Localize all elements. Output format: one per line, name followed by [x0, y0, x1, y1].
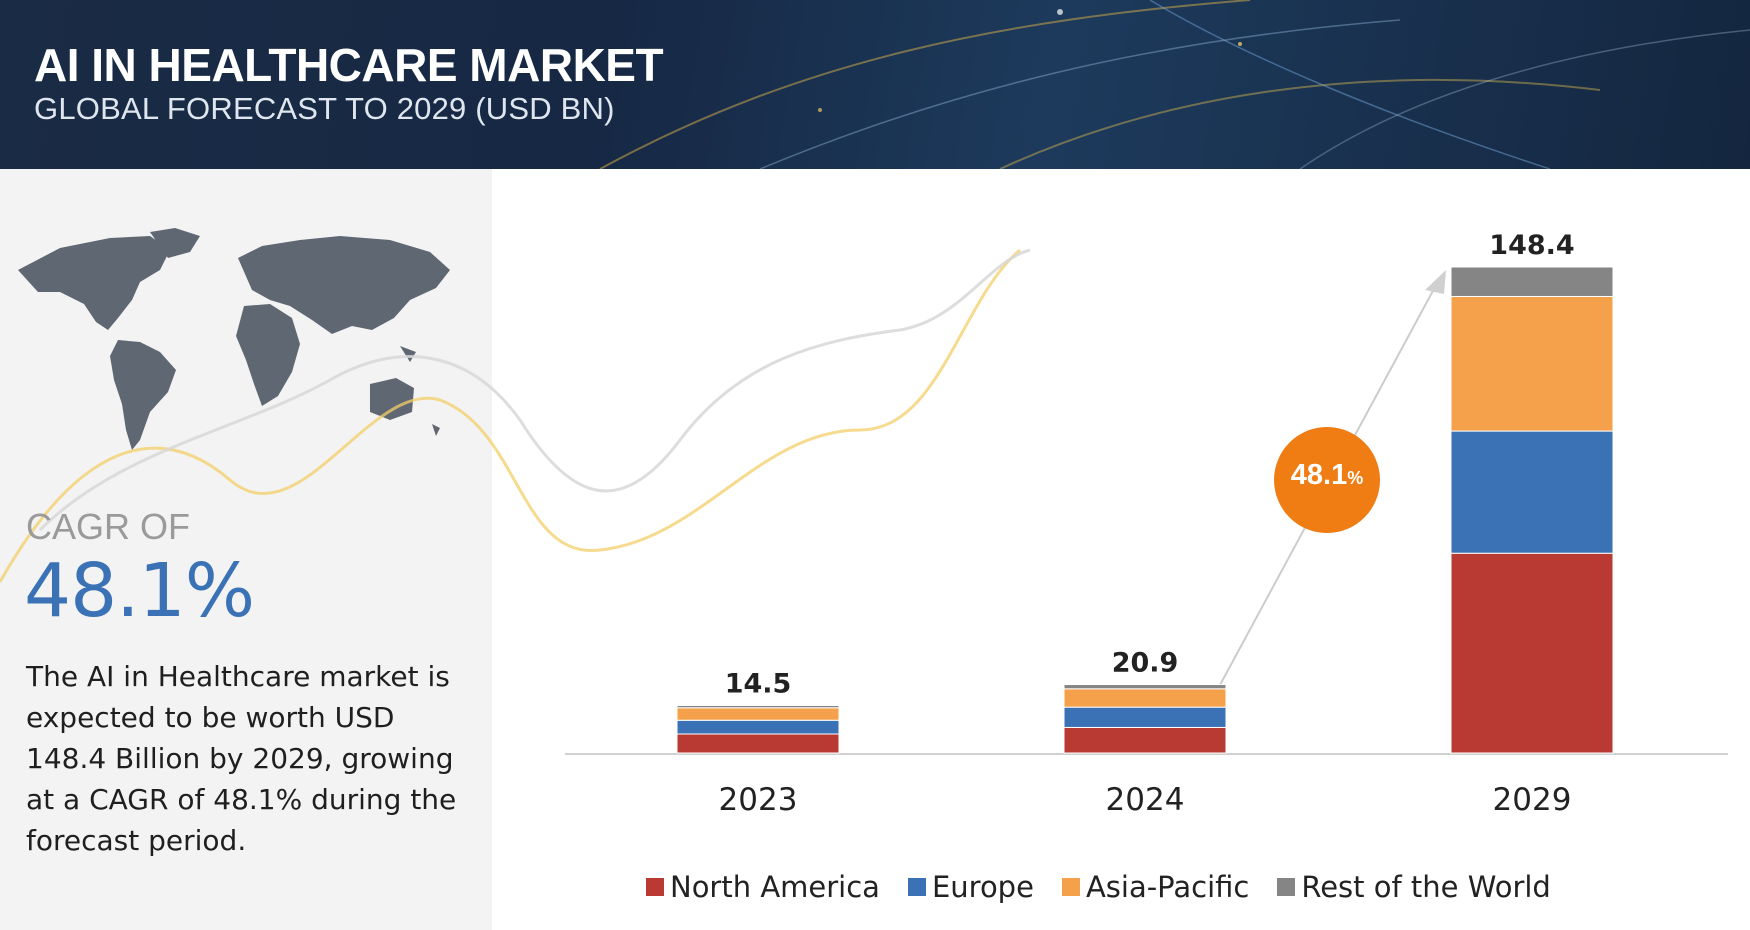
bar-2023-rest-of-the-world — [676, 705, 840, 709]
x-tick-2029: 2029 — [1493, 782, 1572, 818]
bar-2024-asia-pacific — [1063, 688, 1227, 708]
cagr-badge-value: 48.1 — [1291, 459, 1347, 491]
legend-swatch-north-america — [646, 878, 664, 896]
cagr-label: CAGR OF — [26, 506, 191, 547]
legend-item-asia-pacific: Asia-Pacific — [1061, 870, 1250, 904]
cagr-badge — [1274, 427, 1380, 533]
bar-2023-north-america — [676, 733, 840, 754]
world-map-icon — [18, 228, 450, 450]
legend-swatch-asia-pacific — [1061, 878, 1080, 896]
bar-2029-rest-of-the-world — [1450, 266, 1614, 297]
legend-label-europe: Europe — [931, 870, 1034, 904]
bar-2029-europe — [1450, 430, 1614, 554]
bar-2023-asia-pacific — [676, 707, 840, 721]
legend-label-rest-of-the-world: Rest of the World — [1301, 870, 1551, 904]
bar-2024-rest-of-the-world — [1063, 684, 1227, 690]
header-background-art — [599, 0, 1750, 169]
svg-text:48.1%: 48.1% — [1291, 459, 1363, 491]
x-tick-2024: 2024 — [1106, 782, 1185, 818]
bar-2029-asia-pacific — [1450, 295, 1614, 432]
page-subtitle: GLOBAL FORECAST TO 2029 (USD BN) — [34, 91, 615, 126]
swoosh-line-yellow — [0, 248, 1021, 583]
bar-2024-europe — [1063, 706, 1227, 728]
legend-item-rest-of-the-world: Rest of the World — [1277, 870, 1551, 904]
total-label-2029: 148.4 — [1489, 230, 1574, 261]
x-tick-2023: 2023 — [719, 782, 798, 818]
total-label-2024: 20.9 — [1112, 648, 1179, 679]
legend-item-north-america: North America — [646, 870, 880, 904]
bar-2023-europe — [676, 719, 840, 735]
page-title: AI IN HEALTHCARE MARKET — [34, 39, 664, 91]
bar-2024-north-america — [1063, 726, 1227, 754]
growth-arrow-head — [1425, 270, 1446, 294]
market-description: The AI in Healthcare market is expected … — [26, 660, 457, 857]
swoosh-line-gray — [38, 248, 1031, 532]
header-banner: AI IN HEALTHCARE MARKET GLOBAL FORECAST … — [0, 0, 1750, 169]
cagr-value: 48.1% — [24, 548, 255, 634]
chart-legend: North America Europe Asia-Pacific Rest of t… — [646, 870, 1551, 904]
legend-swatch-rest-of-the-world — [1277, 878, 1296, 896]
legend-label-asia-pacific: Asia-Pacific — [1085, 870, 1250, 904]
cagr-badge-unit: % — [1347, 468, 1363, 488]
total-label-2023: 14.5 — [725, 669, 792, 700]
legend-swatch-europe — [907, 878, 926, 896]
legend-label-north-america: North America — [670, 870, 880, 904]
legend-item-europe: Europe — [907, 870, 1034, 904]
bar-2029-north-america — [1450, 552, 1614, 754]
